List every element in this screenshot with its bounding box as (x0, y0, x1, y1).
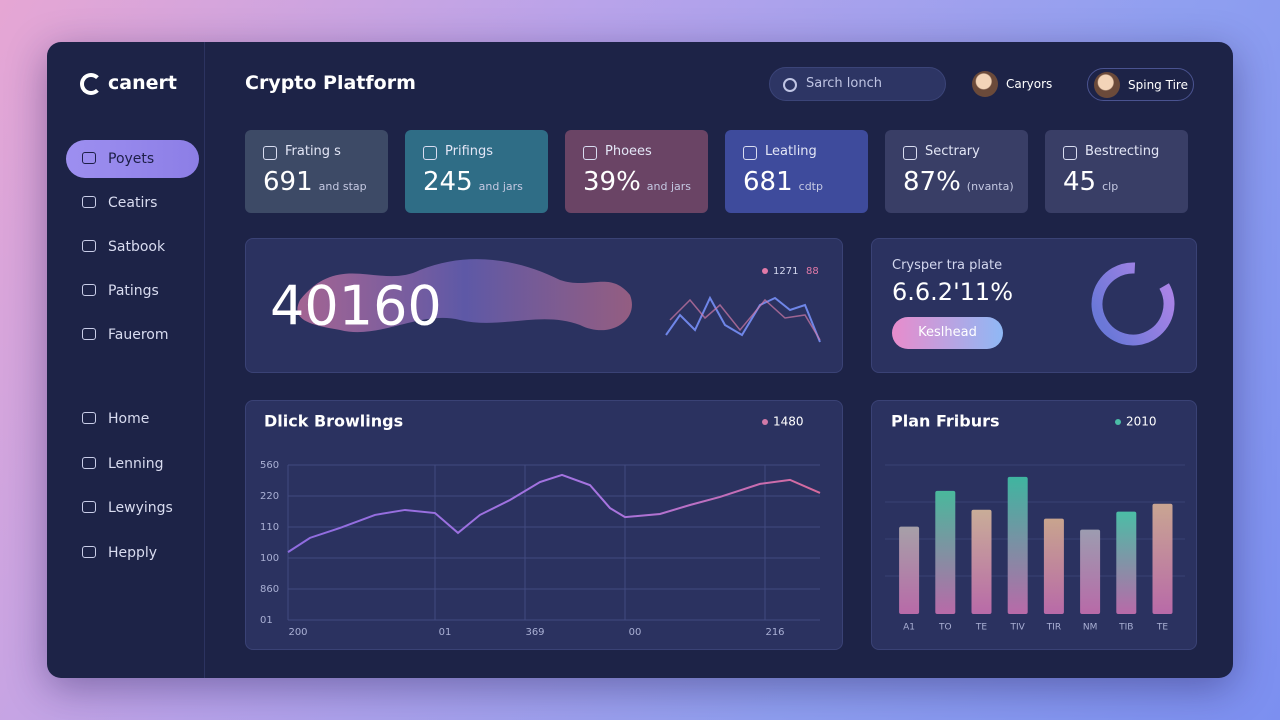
avatar (1094, 71, 1120, 98)
nav-icon (82, 240, 96, 252)
stat-value: 681 (743, 167, 793, 197)
stat-value: 87% (903, 167, 961, 197)
stat-value: 39% (583, 167, 641, 197)
avatar (972, 71, 998, 97)
summary-value: 6.6.2'11% (892, 278, 1014, 306)
nav-item[interactable]: Satbook (66, 228, 199, 266)
bar-chart-card (871, 400, 1197, 650)
stat-card: Frating s 691 and stap (245, 130, 388, 213)
stat-label: Sectrary (903, 144, 1028, 160)
user-pill[interactable]: Sping Tire (1087, 68, 1194, 101)
nav-item[interactable]: Home (66, 400, 199, 438)
nav-item[interactable]: Patings (66, 272, 199, 310)
stat-sub: and stap (318, 180, 367, 193)
line-chart-card (245, 400, 843, 650)
nav-icon (82, 412, 96, 424)
nav-item[interactable]: Hepply (66, 534, 199, 572)
stat-sub: and jars (478, 180, 523, 193)
nav-item[interactable]: Lenning (66, 445, 199, 483)
page-title: Crypto Platform (245, 72, 416, 94)
stat-value: 691 (263, 167, 313, 197)
stat-label: Frating s (263, 144, 388, 160)
search-box[interactable]: Sarch lonch (769, 67, 946, 101)
hero-card (245, 238, 843, 373)
nav-item[interactable]: Ceatirs (66, 184, 199, 222)
stat-card: Phoees 39% and jars (565, 130, 708, 213)
stat-card: Sectrary 87% (nvanta) (885, 130, 1028, 213)
stat-value: 245 (423, 167, 473, 197)
user-name: Sping Tire (1128, 77, 1188, 92)
nav-item[interactable]: Fauerom (66, 316, 199, 354)
summary-label: Crysper tra plate (892, 258, 1003, 273)
stat-label: Bestrecting (1063, 144, 1188, 160)
logo (80, 73, 102, 95)
stat-sub: and jars (646, 180, 692, 193)
sidebar (47, 42, 205, 678)
stat-card: Bestrecting 45 clp (1045, 130, 1188, 213)
stat-value: 45 (1063, 167, 1097, 197)
stat-label: Leatling (743, 144, 868, 160)
nav-icon (82, 328, 96, 340)
nav-icon (82, 456, 96, 469)
user[interactable]: Caryors (972, 71, 1052, 97)
stat-card: Leatling 681 cdtp (725, 130, 868, 213)
nav-icon (82, 284, 96, 296)
nav-icon (82, 196, 96, 208)
stat-sub: (nvanta) (966, 180, 1014, 193)
stat-label: Phoees (583, 144, 708, 160)
nav-item[interactable]: Lewyings (66, 489, 199, 527)
nav-icon (82, 152, 96, 164)
brand: canert (108, 72, 177, 94)
user-name: Caryors (1006, 77, 1053, 91)
stat-sub: clp (1102, 180, 1119, 193)
nav-item[interactable]: Poyets (66, 140, 199, 178)
button[interactable]: Keslhead (892, 317, 1003, 349)
nav-icon (82, 545, 96, 558)
stat-label: Prifings (423, 144, 548, 160)
stat-sub: cdtp (798, 180, 823, 193)
stat-card: Prifings 245 and jars (405, 130, 548, 213)
nav-icon (82, 501, 96, 513)
